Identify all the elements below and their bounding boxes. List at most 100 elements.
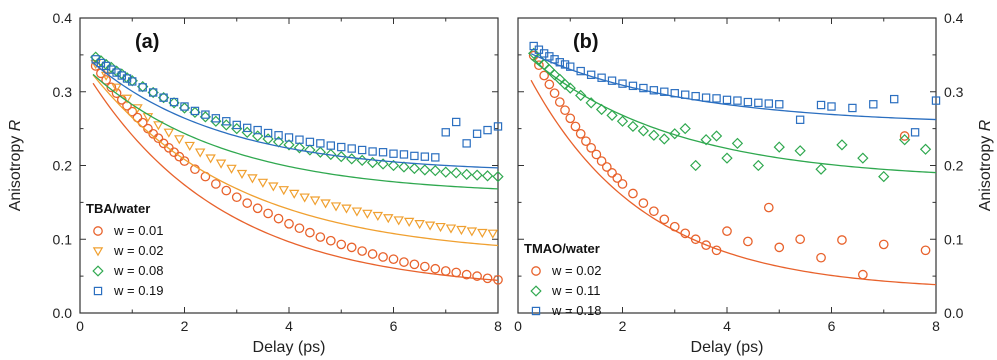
x-tick-label: 0 <box>514 318 522 334</box>
data-point <box>775 243 783 251</box>
data-point <box>774 142 784 152</box>
data-point <box>733 139 743 149</box>
data-point <box>441 167 451 177</box>
fit-curve <box>93 63 498 168</box>
data-point <box>421 262 429 270</box>
data-point <box>489 230 497 237</box>
data-point <box>379 149 386 156</box>
data-point <box>692 93 699 100</box>
data-point <box>671 223 679 231</box>
data-point <box>859 270 867 278</box>
data-point <box>233 193 241 201</box>
data-point <box>561 106 569 114</box>
data-point <box>680 124 690 134</box>
series-w0-19 <box>92 56 502 168</box>
data-point <box>295 224 303 232</box>
data-point <box>327 237 335 245</box>
y-tick-label: 0.3 <box>53 84 73 100</box>
data-point <box>332 203 340 210</box>
data-point <box>400 151 407 158</box>
data-point <box>399 162 409 172</box>
data-point <box>566 114 574 122</box>
x-tick-label: 4 <box>285 318 293 334</box>
data-point <box>358 247 366 255</box>
x-tick-label: 8 <box>494 318 502 334</box>
data-point <box>436 224 444 231</box>
data-point <box>348 145 355 152</box>
data-point <box>420 165 430 175</box>
data-point <box>259 179 267 186</box>
data-point <box>348 243 356 251</box>
legend-entry: w = 0.02 <box>113 243 164 258</box>
data-point <box>891 96 898 103</box>
x-axis-label: Delay (ps) <box>253 339 326 356</box>
data-point <box>765 100 772 107</box>
panel-label: (b) <box>573 31 599 53</box>
series-w0-11 <box>529 49 936 182</box>
data-point <box>359 146 366 153</box>
y-tick-label: 0.4 <box>944 10 964 26</box>
data-point <box>405 218 413 225</box>
y-tick-label: 0.1 <box>53 231 73 247</box>
panel-label: (a) <box>135 31 159 53</box>
data-point <box>306 228 314 236</box>
data-point <box>338 143 345 150</box>
data-point <box>384 215 392 222</box>
series-w0-18 <box>530 42 940 135</box>
series-w0-08 <box>91 52 503 189</box>
data-point <box>723 227 731 235</box>
data-point <box>269 183 277 190</box>
data-point <box>285 220 293 228</box>
data-point <box>206 155 214 162</box>
data-point <box>264 209 272 217</box>
legend-marker <box>94 248 102 255</box>
data-point <box>703 94 710 101</box>
data-point <box>165 129 173 136</box>
data-point <box>816 164 826 174</box>
x-tick-label: 8 <box>932 318 940 334</box>
data-point <box>713 95 720 102</box>
data-point <box>571 122 579 130</box>
legend: TBA/waterw = 0.01w = 0.02w = 0.08w = 0.1… <box>86 201 164 298</box>
legend-title: TMAO/water <box>524 241 600 256</box>
legend-entry: w = 0.11 <box>551 283 601 298</box>
data-point <box>722 153 732 163</box>
y-tick-label: 0.2 <box>53 158 73 174</box>
data-point <box>921 246 929 254</box>
data-point <box>597 105 607 115</box>
data-point <box>546 53 553 60</box>
legend-title: TBA/water <box>86 201 150 216</box>
data-point <box>353 208 361 215</box>
data-point <box>411 152 418 159</box>
data-point <box>415 221 423 228</box>
legend-marker <box>532 267 540 275</box>
data-point <box>238 170 246 177</box>
data-point <box>432 154 439 161</box>
data-point <box>649 130 659 140</box>
data-point <box>280 187 288 194</box>
data-point <box>650 207 658 215</box>
data-point <box>363 210 371 217</box>
data-point <box>254 127 261 134</box>
data-point <box>755 99 762 106</box>
data-point <box>347 154 357 164</box>
data-point <box>712 131 722 141</box>
data-point <box>796 235 804 243</box>
data-point <box>426 222 434 229</box>
data-point <box>317 140 324 147</box>
y-tick-label: 0.1 <box>944 231 964 247</box>
data-point <box>327 142 334 149</box>
data-point <box>248 175 256 182</box>
data-point <box>744 237 752 245</box>
y-tick-label: 0.0 <box>944 305 964 321</box>
data-point <box>442 129 449 136</box>
legend-entry: w = 0.01 <box>113 223 164 238</box>
data-point <box>457 227 465 234</box>
x-tick-label: 4 <box>723 318 731 334</box>
x-tick-label: 6 <box>390 318 398 334</box>
data-point <box>723 96 730 103</box>
data-point <box>305 145 315 155</box>
data-point <box>472 170 482 180</box>
data-point <box>628 122 638 132</box>
